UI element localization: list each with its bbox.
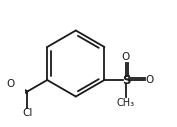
Text: S: S [122,74,130,86]
Text: Cl: Cl [22,108,33,118]
Text: O: O [122,52,130,61]
Text: O: O [146,75,154,85]
Text: O: O [7,79,15,89]
Text: CH₃: CH₃ [117,98,135,108]
